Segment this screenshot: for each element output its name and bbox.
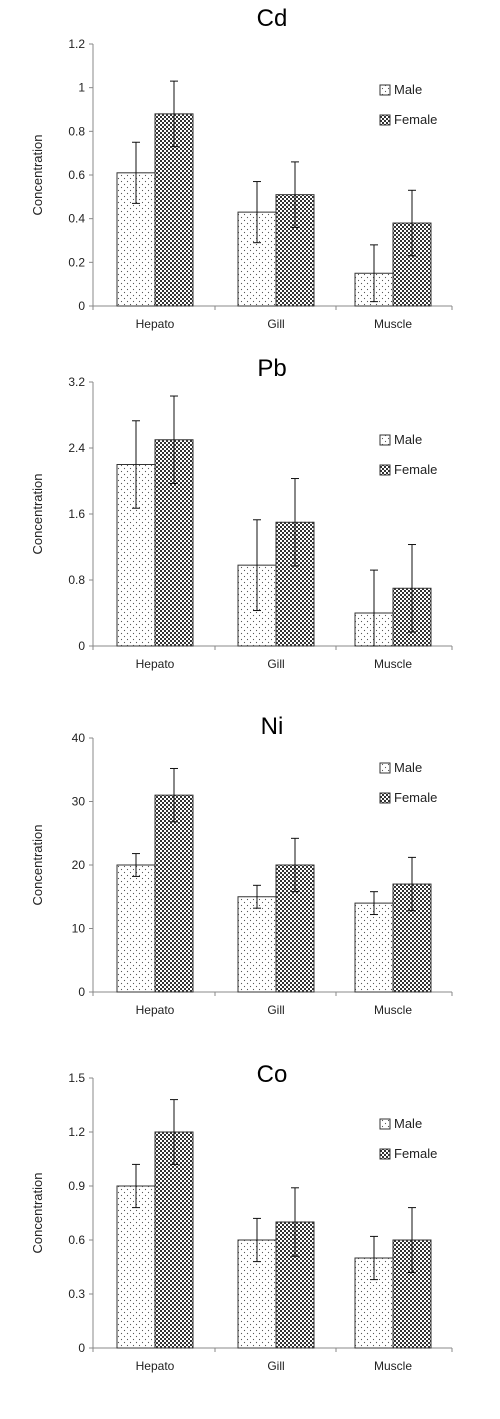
- legend-label-female: Female: [394, 790, 437, 805]
- legend-swatch-male: [379, 762, 391, 774]
- x-tick-label: Hepato: [136, 1359, 175, 1373]
- y-tick-label: 0.4: [68, 212, 85, 226]
- y-tick-label: 0: [78, 299, 85, 313]
- chart-panel-pb: Pb Concentration 0 0.8 1.6 2.4 3.2 Hepato Gill Mu…: [30, 355, 453, 671]
- y-tick-label: 0.6: [68, 1233, 85, 1247]
- x-tick-label: Hepato: [136, 657, 175, 671]
- chart-title: Ni: [261, 713, 284, 740]
- y-tick-label: 0.8: [68, 124, 85, 138]
- legend-label-male: Male: [394, 760, 422, 775]
- y-tick-label: 1.2: [68, 37, 85, 51]
- legend-swatch-female: [379, 464, 391, 476]
- chart-panel-cd: Cd Concentration 0 0.2 0.4 0.6 0.8 1 1.2 Hepato Gi…: [30, 5, 453, 331]
- bar-male-gill: [237, 896, 277, 993]
- x-tick-label: Gill: [267, 1003, 284, 1017]
- y-tick-label: 2.4: [68, 441, 85, 455]
- y-axis-label: Concentration: [30, 825, 45, 906]
- y-tick-label: 1.5: [68, 1071, 85, 1085]
- legend-swatch-female: [379, 114, 391, 126]
- legend-label-male: Male: [394, 432, 422, 447]
- chart-title: Cd: [257, 5, 288, 32]
- y-tick-label: 0.6: [68, 168, 85, 182]
- bar-female-hepato: [154, 794, 194, 993]
- chart-title: Co: [257, 1061, 288, 1088]
- y-tick-label: 0: [78, 985, 85, 999]
- legend-swatch-female: [379, 792, 391, 804]
- chart-panel-co: Co Concentration 0 0.3 0.6 0.9 1.2 1.5 Hepato Gil…: [30, 1061, 453, 1373]
- bar-male-muscle: [354, 902, 394, 993]
- legend-swatch-male: [379, 1118, 391, 1130]
- x-tick-label: Muscle: [374, 317, 412, 331]
- y-tick-label: 1.2: [68, 1125, 85, 1139]
- legend-label-female: Female: [394, 1146, 437, 1161]
- y-tick-label: 0.2: [68, 255, 85, 269]
- bar-male-hepato: [116, 1185, 156, 1349]
- y-tick-label: 30: [72, 795, 86, 809]
- y-tick-label: 10: [72, 922, 86, 936]
- legend-label-male: Male: [394, 1116, 422, 1131]
- x-tick-label: Gill: [267, 317, 284, 331]
- y-tick-label: 0.3: [68, 1287, 85, 1301]
- x-tick-label: Hepato: [136, 1003, 175, 1017]
- y-tick-label: 1: [78, 81, 85, 95]
- y-tick-label: 20: [72, 858, 86, 872]
- bar-male-hepato: [116, 864, 156, 993]
- x-tick-label: Gill: [267, 1359, 284, 1373]
- chart-title: Pb: [257, 355, 286, 382]
- bar-female-hepato: [154, 1131, 194, 1349]
- y-tick-label: 0.9: [68, 1179, 85, 1193]
- x-tick-label: Muscle: [374, 1359, 412, 1373]
- y-axis-label: Concentration: [30, 474, 45, 555]
- legend-label-female: Female: [394, 112, 437, 127]
- chart-panel-ni: Ni Concentration 0 10 20 30 40 Hepato Gill Muscle…: [30, 713, 453, 1017]
- legend-label-male: Male: [394, 82, 422, 97]
- x-tick-label: Hepato: [136, 317, 175, 331]
- legend-swatch-female: [379, 1148, 391, 1160]
- x-tick-label: Muscle: [374, 1003, 412, 1017]
- y-tick-label: 0.8: [68, 573, 85, 587]
- y-axis-label: Concentration: [30, 135, 45, 216]
- y-axis-label: Concentration: [30, 1173, 45, 1254]
- y-tick-label: 0: [78, 1341, 85, 1355]
- legend-swatch-male: [379, 84, 391, 96]
- y-tick-label: 40: [72, 731, 86, 745]
- x-tick-label: Gill: [267, 657, 284, 671]
- y-tick-label: 0: [78, 639, 85, 653]
- legend-label-female: Female: [394, 462, 437, 477]
- legend-swatch-male: [379, 434, 391, 446]
- x-tick-label: Muscle: [374, 657, 412, 671]
- y-tick-label: 3.2: [68, 375, 85, 389]
- y-tick-label: 1.6: [68, 507, 85, 521]
